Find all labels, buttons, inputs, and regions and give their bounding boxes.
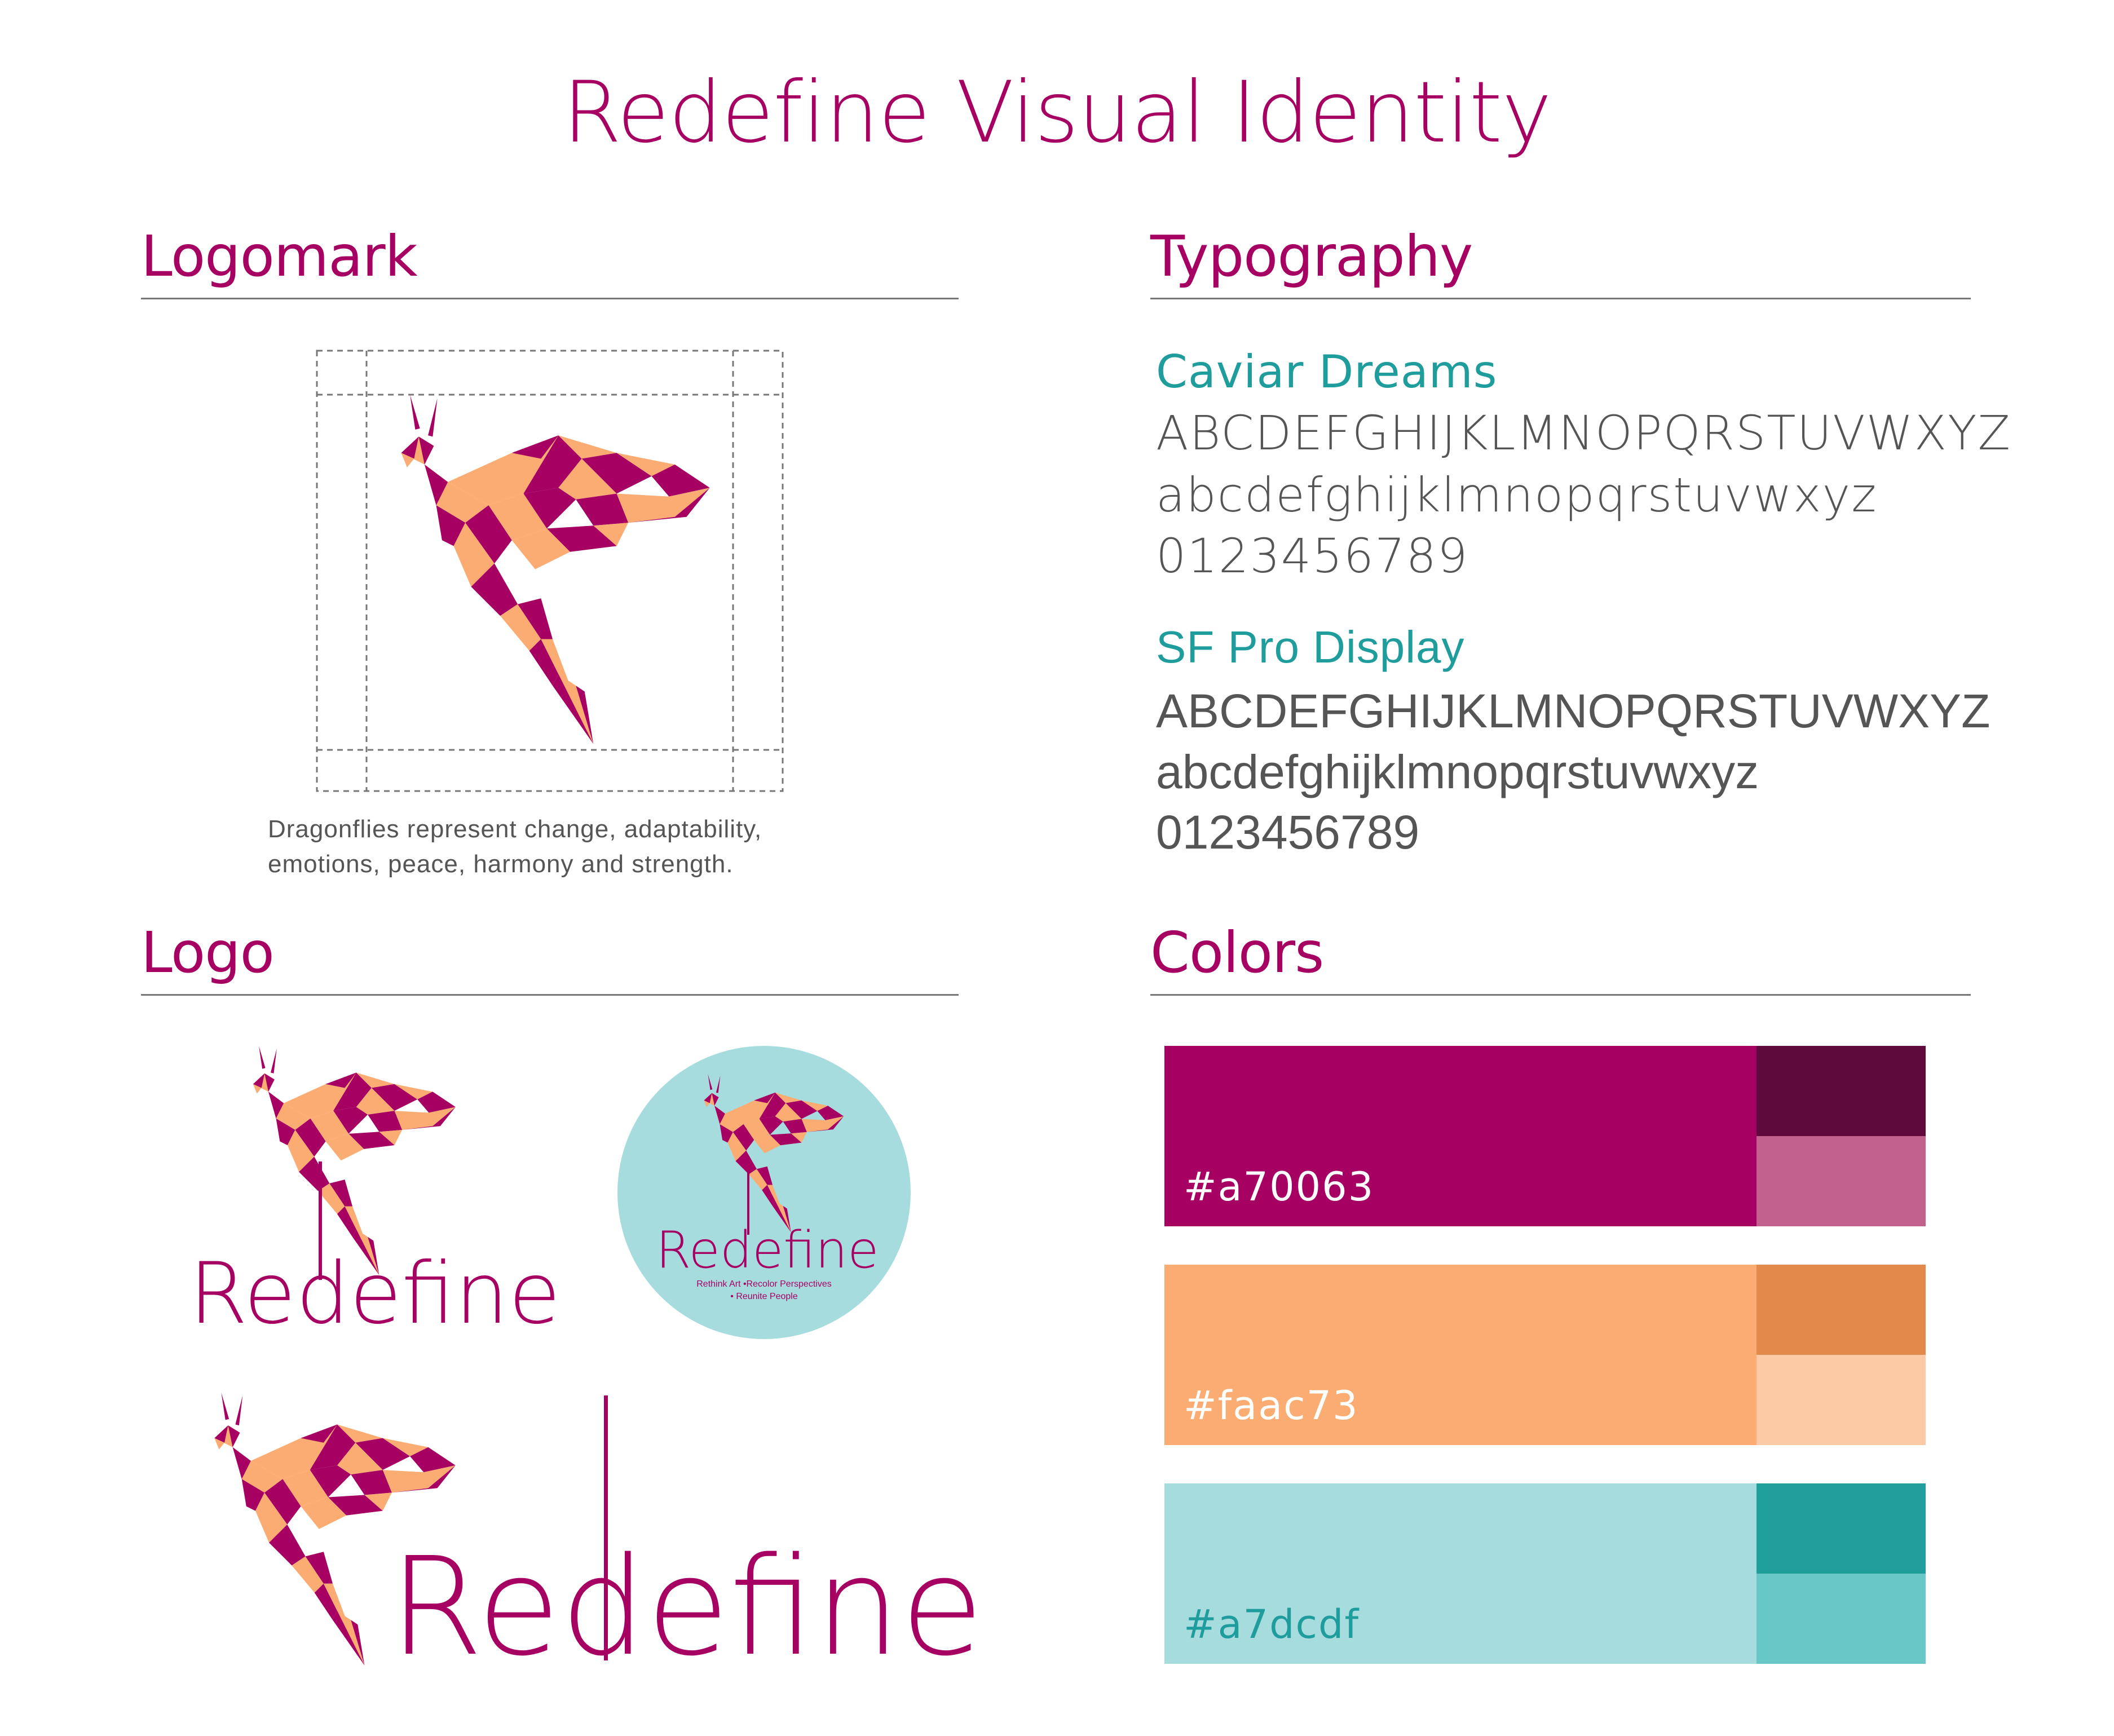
color-swatch-light-tint — [1756, 1136, 1926, 1226]
logo-stacked-d-stem — [319, 1161, 322, 1280]
color-swatch-main — [1164, 1483, 1756, 1664]
logo-badge-tagline-line2: • Reunite People — [730, 1292, 798, 1301]
color-swatch-light-tint — [1756, 1574, 1926, 1664]
caviar-lowercase-sample: abcdefghijklmnopqrstuvwxyz — [1156, 467, 1878, 523]
color-swatch-aqua: #a7dcdf — [1164, 1483, 1926, 1664]
color-hex-label: #a7dcdf — [1184, 1601, 1360, 1647]
logo-section-title: Logo — [141, 920, 275, 986]
logomark-divider — [141, 298, 959, 299]
sf-lowercase-sample: abcdefghijklmnopqrstuvwxyz — [1156, 745, 1759, 798]
sf-uppercase-sample: ABCDEFGHIJKLMNOPQRSTUVWXYZ — [1156, 684, 1991, 737]
sf-digits-sample: 0123456789 — [1156, 806, 1420, 859]
color-swatch-magenta: #a70063 — [1164, 1046, 1926, 1226]
page-title: Redefine Visual Identity — [562, 64, 1552, 162]
logo-stacked-wordmark: Redefine — [189, 1245, 561, 1343]
logo-badge-wordmark: Redefine — [656, 1221, 879, 1280]
logomark-section-title: Logomark — [141, 223, 418, 289]
typography-divider — [1150, 298, 1971, 299]
font-name-sf-pro: SF Pro Display — [1156, 622, 1465, 672]
font-name-caviar: Caviar Dreams — [1156, 346, 1498, 398]
logo-horizontal-wordmark: Redefine — [389, 1528, 984, 1686]
color-swatch-dark-tint — [1756, 1265, 1926, 1355]
dragonfly-icon — [369, 395, 736, 756]
color-swatch-light-tint — [1756, 1355, 1926, 1445]
logo-badge-tagline-line1: Rethink Art •Recolor Perspectives — [696, 1279, 832, 1289]
logo-horizontal-d-stem — [604, 1395, 608, 1660]
logo-divider — [141, 994, 959, 996]
logomark-caption-line1: Dragonflies represent change, adaptabili… — [268, 815, 762, 843]
color-swatch-main — [1164, 1046, 1756, 1226]
logo-badge-d-stem — [747, 1170, 749, 1235]
colors-divider — [1150, 994, 1971, 996]
logomark-caption-line2: emotions, peace, harmony and strength. — [268, 850, 734, 878]
colors-section-title: Colors — [1150, 920, 1324, 986]
caviar-digits-sample: 0123456789 — [1156, 528, 1469, 584]
logomark-construction-grid — [316, 350, 784, 792]
logo-badge-dragonfly — [688, 1074, 857, 1238]
color-hex-label: #faac73 — [1184, 1382, 1359, 1429]
caviar-uppercase-sample: ABCDEFGHIJKLMNOPQRSTUVWXYZ — [1156, 405, 2011, 461]
color-swatch-main — [1164, 1265, 1756, 1445]
color-swatch-peach: #faac73 — [1164, 1265, 1926, 1445]
color-swatch-dark-tint — [1756, 1483, 1926, 1574]
color-swatch-dark-tint — [1756, 1046, 1926, 1136]
typography-section-title: Typography — [1150, 223, 1473, 289]
color-hex-label: #a70063 — [1184, 1164, 1375, 1210]
